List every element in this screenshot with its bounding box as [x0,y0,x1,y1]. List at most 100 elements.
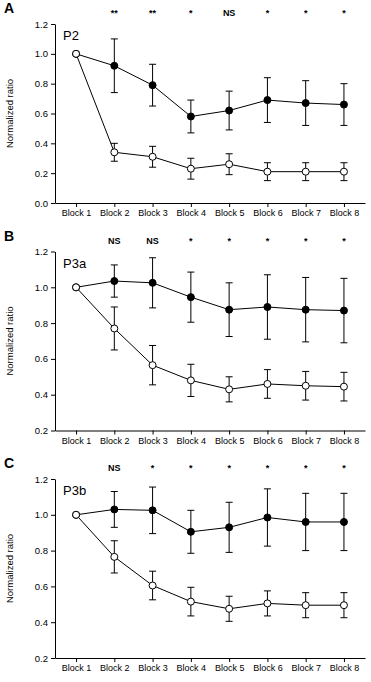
point [111,62,118,69]
error-bar [149,146,156,167]
y-tick: 1.2 [35,474,55,485]
y-tick-label: 1.2 [35,474,48,485]
error-bar [111,39,118,93]
panel-subtitle: P2 [63,28,79,43]
significance-label: * [151,463,155,473]
x-tick: Block 5 [215,658,245,673]
point [73,50,80,57]
panel-letter: C [4,455,14,471]
significance-label: * [304,8,308,18]
error-bar [264,163,271,181]
y-tick-mark [51,479,55,480]
x-tick: Block 7 [291,203,321,218]
y-tick-label: 0.8 [35,545,48,556]
point [149,153,156,160]
error-bar-cap [340,83,347,84]
x-tick-mark [114,203,115,207]
error-bar [187,587,194,616]
error-bar-cap [302,400,309,401]
y-axis-title: Normalized ratio [4,79,15,148]
error-bar-cap [111,143,118,144]
y-tick-mark [51,431,55,432]
y-tick-label: 0.6 [35,353,48,364]
x-tick-mark [306,431,307,435]
y-tick-label: 1.0 [35,282,48,293]
point [149,507,156,514]
error-bar [340,593,347,618]
error-bar-cap [149,257,156,258]
error-bar [226,377,233,402]
error-bar [264,370,271,399]
series [73,258,348,343]
error-bar-cap [302,341,309,342]
x-tick: Block 6 [253,203,283,218]
panel-letter: A [4,0,14,16]
y-tick: 0.4 [35,138,55,149]
y-tick-label: 0.4 [35,138,48,149]
x-tick-label: Block 1 [62,208,92,218]
point [340,101,347,108]
error-bar [302,593,309,618]
point [73,511,80,518]
y-axis: 0.20.40.60.81.01.2 [35,474,56,664]
error-bar [149,487,156,534]
error-bar-cap [187,396,194,397]
point [149,82,156,89]
panel-subtitle: P3a [63,256,87,271]
x-axis-line [56,431,366,432]
point [302,382,309,389]
series-line [76,54,344,117]
x-tick-label: Block 7 [291,436,321,446]
x-tick-mark [344,658,345,662]
point [187,598,194,605]
error-bar-cap [264,369,271,370]
error-bar [302,81,309,126]
y-tick: 1.0 [35,509,55,520]
error-bar [111,307,118,350]
y-axis: 0.00.20.40.60.81.01.2 [35,19,56,209]
x-tick-mark [76,431,77,435]
x-tick: Block 1 [62,658,92,673]
error-bar-cap [340,550,347,551]
x-tick: Block 5 [215,431,245,446]
y-tick-mark [51,203,55,204]
error-bar-cap [226,401,233,402]
error-bar-cap [187,100,194,101]
error-bar [302,371,309,400]
series [73,487,348,553]
point [226,306,233,313]
significance-label: * [342,463,346,473]
error-bar-cap [111,264,118,265]
y-tick-label: 0.0 [35,198,48,209]
y-tick-mark [51,252,55,253]
y-tick-label: 1.0 [35,509,48,520]
error-bar [111,143,118,161]
x-axis: Block 1Block 2Block 3Block 4Block 5Block… [56,431,366,446]
point [187,165,194,172]
point [264,97,271,104]
point [264,380,271,387]
y-tick: 1.0 [35,282,55,293]
error-bar-cap [264,274,271,275]
error-bar-cap [226,282,233,283]
x-tick-label: Block 8 [330,208,360,218]
x-tick: Block 7 [291,431,321,446]
y-tick-label: 0.8 [35,78,48,89]
y-axis-line [55,252,56,431]
error-bar-cap [264,546,271,547]
y-tick-mark [51,395,55,396]
y-axis-line [55,480,56,659]
y-tick-label: 0.2 [35,168,48,179]
x-tick: Block 4 [177,658,207,673]
x-tick: Block 3 [138,658,168,673]
x-tick-label: Block 3 [138,436,168,446]
x-tick-label: Block 1 [62,663,92,673]
x-tick: Block 2 [100,658,130,673]
y-tick-mark [51,586,55,587]
error-bar-cap [226,129,233,130]
error-bar [111,265,118,297]
error-bar [187,158,194,179]
x-tick-mark [344,203,345,207]
x-tick: Block 2 [100,431,130,446]
y-tick-label: 1.2 [35,19,48,30]
